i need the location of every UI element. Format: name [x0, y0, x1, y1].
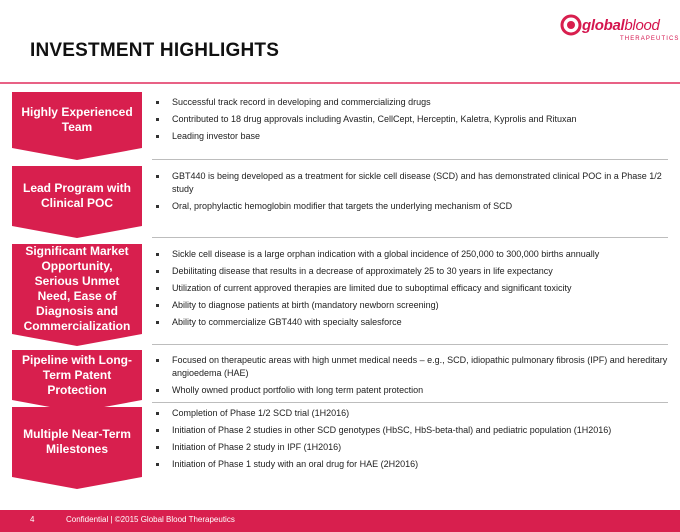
bullet-icon [156, 135, 159, 138]
bullet-icon [156, 175, 159, 178]
bullet-text: Initiation of Phase 2 studies in other S… [172, 425, 612, 435]
highlight-row: Pipeline with Long-Term Patent Protectio… [12, 350, 668, 412]
bullet-text: Ability to commercialize GBT440 with spe… [172, 317, 402, 327]
bullet-text: Debilitating disease that results in a d… [172, 266, 553, 276]
bullet-text: GBT440 is being developed as a treatment… [172, 171, 662, 194]
bullet-list: Successful track record in developing an… [152, 96, 668, 147]
bullet-text: Focused on therapeutic areas with high u… [172, 355, 668, 378]
bullet-item: Initiation of Phase 2 studies in other S… [152, 424, 668, 437]
highlight-label: Pipeline with Long-Term Patent Protectio… [12, 350, 142, 412]
bullet-item: Focused on therapeutic areas with high u… [152, 354, 668, 380]
bullet-list: Completion of Phase 1/2 SCD trial (1H201… [152, 407, 668, 475]
bullet-icon [156, 359, 159, 362]
bullet-item: Leading investor base [152, 130, 668, 143]
bullet-text: Successful track record in developing an… [172, 97, 431, 107]
bullet-text: Ability to diagnose patients at birth (m… [172, 300, 439, 310]
bullet-item: Debilitating disease that results in a d… [152, 265, 668, 278]
bullet-item: Contributed to 18 drug approvals includi… [152, 113, 668, 126]
footer-text: Confidential | ©2015 Global Blood Therap… [66, 515, 235, 524]
highlight-label: Significant Market Opportunity, Serious … [12, 244, 142, 346]
bullet-item: Sickle cell disease is a large orphan in… [152, 248, 668, 261]
bullet-list: Sickle cell disease is a large orphan in… [152, 248, 668, 333]
bullet-list: Focused on therapeutic areas with high u… [152, 354, 668, 401]
highlight-label: Multiple Near-Term Milestones [12, 407, 142, 489]
footer-bar [0, 510, 680, 532]
bullet-text: Leading investor base [172, 131, 261, 141]
bullet-icon [156, 205, 159, 208]
page-title: INVESTMENT HIGHLIGHTS [30, 40, 280, 61]
bullet-text: Utilization of current approved therapie… [172, 283, 572, 293]
page-number: 4 [30, 515, 35, 524]
bullet-item: GBT440 is being developed as a treatment… [152, 170, 668, 196]
bullet-text: Completion of Phase 1/2 SCD trial (1H201… [172, 408, 350, 418]
bullet-icon [156, 389, 159, 392]
bullet-item: Wholly owned product portfolio with long… [152, 384, 668, 397]
bullet-text: Sickle cell disease is a large orphan in… [172, 249, 600, 259]
bullet-icon [156, 253, 159, 256]
bullet-item: Completion of Phase 1/2 SCD trial (1H201… [152, 407, 668, 420]
highlight-label: Highly Experienced Team [12, 92, 142, 160]
bullet-icon [156, 412, 159, 415]
row-separator [152, 237, 668, 238]
highlight-row: Highly Experienced Team Successful track … [12, 92, 668, 160]
bullet-icon [156, 287, 159, 290]
bullet-item: Initiation of Phase 1 study with an oral… [152, 458, 668, 471]
bullet-icon [156, 446, 159, 449]
bullet-icon [156, 429, 159, 432]
bullet-item: Ability to diagnose patients at birth (m… [152, 299, 668, 312]
row-separator [152, 344, 668, 345]
logo-subtitle: THERAPEUTICS [620, 36, 680, 42]
highlight-label: Lead Program with Clinical POC [12, 166, 142, 238]
bullet-list: GBT440 is being developed as a treatment… [152, 170, 668, 217]
highlight-row: Multiple Near-Term Milestones Completion … [12, 407, 668, 489]
logo-wordmark: globalblood [582, 17, 660, 34]
highlight-row: Significant Market Opportunity, Serious … [12, 244, 668, 346]
row-separator [152, 159, 668, 160]
bullet-icon [156, 118, 159, 121]
bullet-item: Ability to commercialize GBT440 with spe… [152, 316, 668, 329]
bullet-icon [156, 463, 159, 466]
bullet-item: Utilization of current approved therapie… [152, 282, 668, 295]
blood-drop-logo-icon [560, 14, 582, 36]
company-logo: globalblood THERAPEUTICS [560, 12, 678, 48]
bullet-item: Successful track record in developing an… [152, 96, 668, 109]
highlight-row: Lead Program with Clinical POC GBT440 is … [12, 166, 668, 238]
bullet-text: Initiation of Phase 1 study with an oral… [172, 459, 419, 469]
bullet-text: Oral, prophylactic hemoglobin modifier t… [172, 201, 513, 211]
bullet-icon [156, 304, 159, 307]
bullet-icon [156, 101, 159, 104]
bullet-icon [156, 321, 159, 324]
bullet-text: Wholly owned product portfolio with long… [172, 385, 424, 395]
bullet-text: Initiation of Phase 2 study in IPF (1H20… [172, 442, 342, 452]
bullet-item: Oral, prophylactic hemoglobin modifier t… [152, 200, 668, 213]
bullet-item: Initiation of Phase 2 study in IPF (1H20… [152, 441, 668, 454]
bullet-icon [156, 270, 159, 273]
header-divider [0, 82, 680, 84]
bullet-text: Contributed to 18 drug approvals includi… [172, 114, 577, 124]
row-separator [152, 402, 668, 403]
